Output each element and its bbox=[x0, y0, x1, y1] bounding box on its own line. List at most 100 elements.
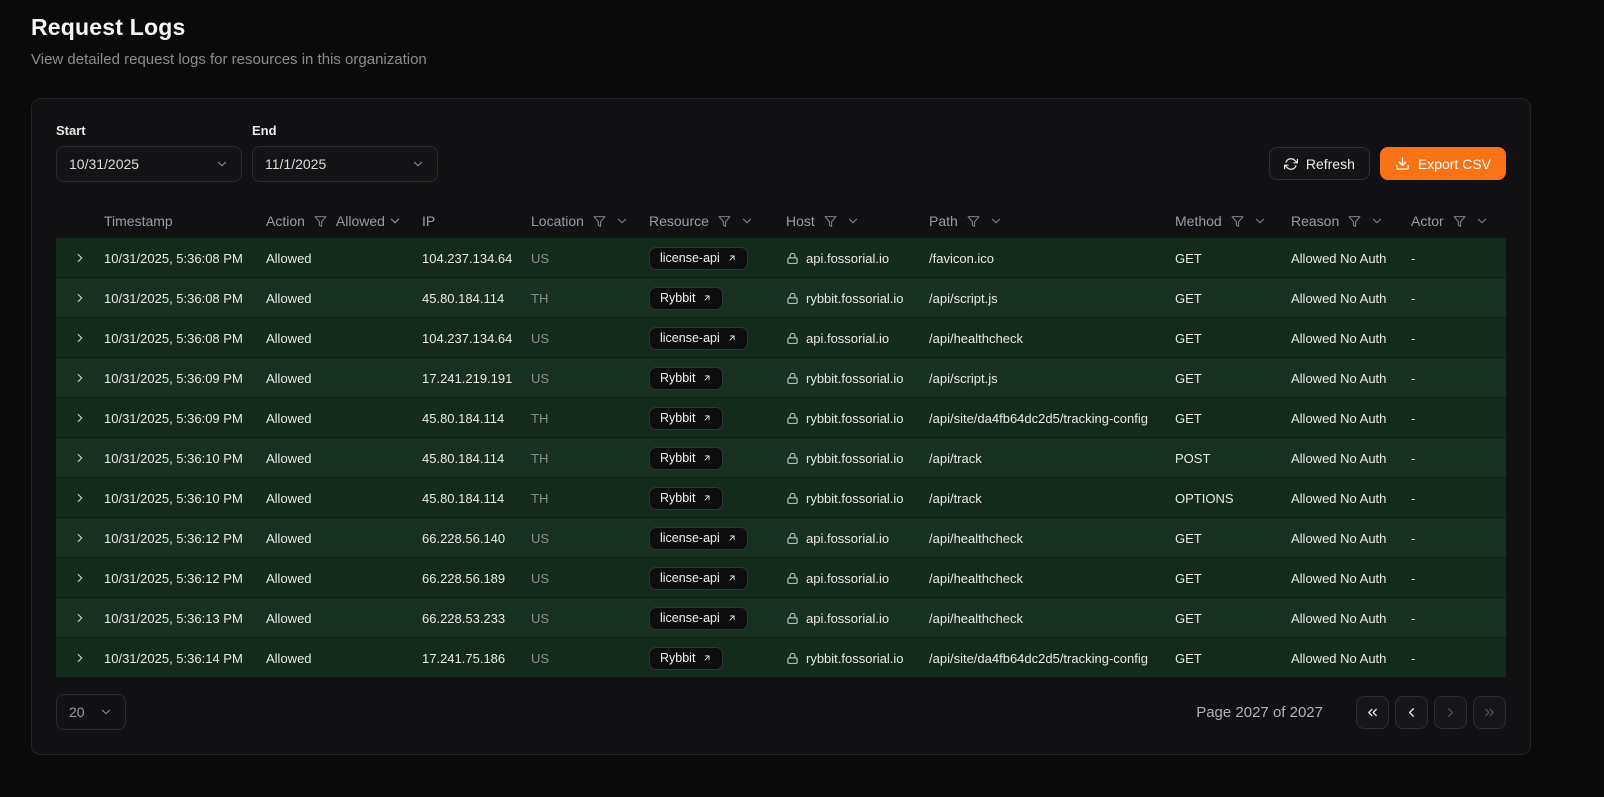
resource-badge[interactable]: Rybbit bbox=[649, 366, 724, 390]
cell-timestamp: 10/31/2025, 5:36:10 PM bbox=[104, 450, 243, 466]
table-row[interactable]: 10/31/2025, 5:36:08 PM Allowed 104.237.134… bbox=[56, 318, 1506, 358]
resource-badge[interactable]: license-api bbox=[649, 566, 748, 590]
action-filter-select[interactable]: Allowed bbox=[336, 213, 402, 229]
end-date-select[interactable]: 11/1/2025 bbox=[252, 146, 438, 182]
expand-row-button[interactable] bbox=[73, 491, 87, 505]
method-filter-button[interactable] bbox=[1231, 215, 1244, 228]
end-date-label: End bbox=[252, 123, 277, 138]
cell-method: GET bbox=[1175, 410, 1202, 426]
first-page-button[interactable] bbox=[1356, 695, 1389, 729]
host-menu-button[interactable] bbox=[846, 214, 860, 228]
cell-host: rybbit.fossorial.io bbox=[786, 371, 929, 386]
resource-filter-button[interactable] bbox=[718, 215, 731, 228]
page-size-value: 20 bbox=[69, 704, 85, 720]
external-link-icon bbox=[727, 613, 737, 623]
reason-filter-button[interactable] bbox=[1348, 215, 1361, 228]
expand-row-button[interactable] bbox=[73, 371, 87, 385]
expand-row-button[interactable] bbox=[73, 531, 87, 545]
export-csv-button[interactable]: Export CSV bbox=[1379, 147, 1506, 180]
export-csv-button-label: Export CSV bbox=[1417, 155, 1491, 172]
cell-action: Allowed bbox=[266, 530, 312, 546]
resource-badge[interactable]: license-api bbox=[649, 246, 748, 270]
page-size-select[interactable]: 20 bbox=[56, 694, 126, 730]
table-row[interactable]: 10/31/2025, 5:36:08 PM Allowed 45.80.184.1… bbox=[56, 278, 1506, 318]
filter-icon bbox=[1231, 215, 1244, 228]
resource-badge[interactable]: Rybbit bbox=[649, 406, 724, 430]
page-subtitle: View detailed request logs for resources… bbox=[31, 51, 427, 68]
chevron-right-icon bbox=[73, 571, 87, 585]
chevron-right-icon bbox=[73, 251, 87, 265]
cell-location: US bbox=[531, 610, 550, 626]
start-date-value: 10/31/2025 bbox=[69, 156, 140, 172]
cell-actor: - bbox=[1411, 490, 1416, 506]
cell-ip: 45.80.184.114 bbox=[422, 290, 505, 306]
prev-page-button[interactable] bbox=[1395, 695, 1428, 729]
expand-row-button[interactable] bbox=[73, 251, 87, 265]
cell-method: GET bbox=[1175, 650, 1202, 666]
cell-action: Allowed bbox=[266, 650, 312, 666]
chevron-right-icon bbox=[73, 291, 87, 305]
cell-ip: 66.228.56.189 bbox=[422, 570, 506, 586]
resource-name: license-api bbox=[660, 531, 720, 545]
table-row[interactable]: 10/31/2025, 5:36:10 PM Allowed 45.80.184.1… bbox=[56, 478, 1506, 518]
resource-badge[interactable]: license-api bbox=[649, 526, 748, 550]
cell-action: Allowed bbox=[266, 490, 312, 506]
refresh-button[interactable]: Refresh bbox=[1268, 147, 1370, 180]
cell-path: /api/site/da4fb64dc2d5/tracking-config bbox=[929, 410, 1148, 426]
cell-actor: - bbox=[1411, 290, 1416, 306]
expand-row-button[interactable] bbox=[73, 571, 87, 585]
cell-location: TH bbox=[531, 290, 549, 306]
start-date-select[interactable]: 10/31/2025 bbox=[56, 146, 242, 182]
host-name: api.fossorial.io bbox=[806, 530, 890, 546]
actor-filter-button[interactable] bbox=[1453, 215, 1466, 228]
expand-row-button[interactable] bbox=[73, 291, 87, 305]
column-header-action: Action Allowed bbox=[266, 213, 422, 229]
resource-badge[interactable]: Rybbit bbox=[649, 446, 724, 470]
table-row[interactable]: 10/31/2025, 5:36:13 PM Allowed 66.228.53.2… bbox=[56, 598, 1506, 638]
filter-icon bbox=[824, 215, 837, 228]
table-row[interactable]: 10/31/2025, 5:36:12 PM Allowed 66.228.56.1… bbox=[56, 518, 1506, 558]
expand-row-button[interactable] bbox=[73, 331, 87, 345]
method-menu-button[interactable] bbox=[1253, 214, 1267, 228]
expand-row-button[interactable] bbox=[73, 451, 87, 465]
cell-timestamp: 10/31/2025, 5:36:10 PM bbox=[104, 490, 243, 506]
lock-icon bbox=[786, 532, 799, 545]
pagination bbox=[1356, 695, 1506, 729]
resource-badge[interactable]: Rybbit bbox=[649, 486, 724, 510]
table-row[interactable]: 10/31/2025, 5:36:12 PM Allowed 66.228.56.1… bbox=[56, 558, 1506, 598]
cell-reason: Allowed No Auth bbox=[1291, 290, 1387, 306]
cell-host: api.fossorial.io bbox=[786, 251, 929, 266]
table-row[interactable]: 10/31/2025, 5:36:14 PM Allowed 17.241.75.1… bbox=[56, 638, 1506, 678]
expand-row-button[interactable] bbox=[73, 651, 87, 665]
cell-path: /api/healthcheck bbox=[929, 330, 1023, 346]
toolbar: Start 10/31/2025 End 11/1/2025 Refresh bbox=[56, 123, 1506, 182]
resource-menu-button[interactable] bbox=[740, 214, 754, 228]
column-header-reason: Reason bbox=[1291, 213, 1411, 229]
resource-badge[interactable]: license-api bbox=[649, 606, 748, 630]
cell-action: Allowed bbox=[266, 410, 312, 426]
actor-menu-button[interactable] bbox=[1475, 214, 1489, 228]
action-filter-button[interactable] bbox=[314, 215, 327, 228]
path-filter-button[interactable] bbox=[967, 215, 980, 228]
resource-badge[interactable]: Rybbit bbox=[649, 646, 724, 670]
resource-badge[interactable]: Rybbit bbox=[649, 286, 724, 310]
location-menu-button[interactable] bbox=[615, 214, 629, 228]
table-row[interactable]: 10/31/2025, 5:36:09 PM Allowed 45.80.184.1… bbox=[56, 398, 1506, 438]
path-menu-button[interactable] bbox=[989, 214, 1003, 228]
lock-icon bbox=[786, 652, 799, 665]
column-label: Resource bbox=[649, 213, 709, 229]
next-page-icon bbox=[1443, 705, 1458, 720]
table-row[interactable]: 10/31/2025, 5:36:10 PM Allowed 45.80.184.1… bbox=[56, 438, 1506, 478]
table-row[interactable]: 10/31/2025, 5:36:09 PM Allowed 17.241.219.… bbox=[56, 358, 1506, 398]
host-filter-button[interactable] bbox=[824, 215, 837, 228]
resource-name: Rybbit bbox=[660, 371, 696, 385]
location-filter-button[interactable] bbox=[593, 215, 606, 228]
table-row[interactable]: 10/31/2025, 5:36:08 PM Allowed 104.237.134… bbox=[56, 238, 1506, 278]
expand-row-button[interactable] bbox=[73, 611, 87, 625]
expand-row-button[interactable] bbox=[73, 411, 87, 425]
chevron-right-icon bbox=[73, 451, 87, 465]
resource-badge[interactable]: license-api bbox=[649, 326, 748, 350]
cell-timestamp: 10/31/2025, 5:36:13 PM bbox=[104, 610, 243, 626]
reason-menu-button[interactable] bbox=[1370, 214, 1384, 228]
chevron-down-icon bbox=[99, 705, 113, 719]
